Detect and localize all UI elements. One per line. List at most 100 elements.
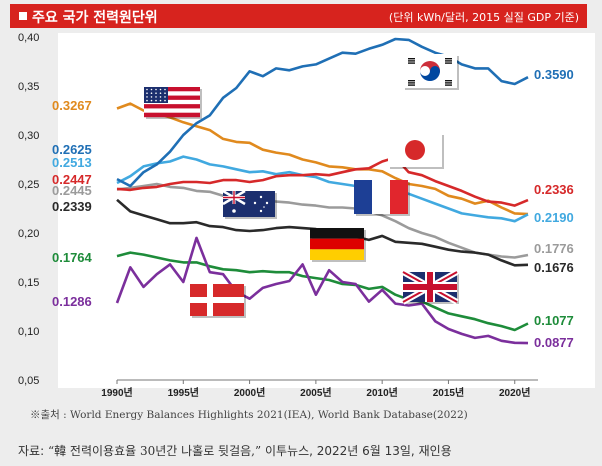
start-label-japan: 0.2447: [52, 172, 92, 187]
y-tick-label: 0,25: [18, 179, 39, 191]
x-tick-label: 2015년: [433, 386, 464, 399]
flag-star: [159, 88, 162, 91]
footer-prefix: 자료:: [18, 444, 48, 458]
end-label-uk: 0.1077: [534, 313, 574, 328]
flag-sun: [405, 140, 425, 160]
end-label-denmark: 0.0877: [534, 335, 574, 350]
denmark-flag-icon: [190, 284, 246, 318]
flag-star: [164, 99, 166, 102]
series-line-australia: [116, 182, 529, 259]
footer-rest: 이투뉴스, 2022년 6월 13일, 재인용: [261, 444, 452, 458]
start-label-usa: 0.3267: [52, 98, 92, 113]
y-tick-label: 0,05: [18, 375, 39, 387]
flag-stripe: [144, 87, 200, 92]
flag-cross-red: [403, 284, 457, 290]
flag-stripe: [144, 95, 200, 101]
start-label-korea: 0.2625: [52, 142, 92, 157]
end-label-korea: 0.3590: [534, 67, 574, 82]
flag-star: [259, 195, 263, 199]
flag-stripe: [144, 108, 200, 113]
flag-star: [164, 88, 166, 91]
y-tick-label: 0,35: [18, 81, 39, 93]
flag-star: [159, 96, 162, 98]
france-flag-icon: [354, 180, 410, 216]
plot-background: [58, 33, 595, 388]
y-tick-label: 0,30: [18, 130, 39, 142]
flag-star: [159, 92, 162, 94]
series-line-uk: [116, 251, 529, 332]
flag-band: [310, 228, 364, 239]
header-square-icon: [19, 12, 27, 20]
flag-stripe: [144, 91, 200, 96]
flag-trigram: [445, 82, 452, 84]
series-line-usa: [116, 102, 529, 216]
flag-star: [155, 96, 157, 98]
australia-flag-icon: [222, 189, 277, 219]
series-line-korea: [116, 37, 529, 188]
flag-star: [146, 99, 148, 102]
flag-star: [263, 206, 265, 208]
y-tick-label: 0,10: [18, 326, 39, 338]
flag-star: [164, 96, 166, 98]
chart-title: 주요 국가 전력원단위: [32, 10, 158, 26]
end-label-germany: 0.1676: [534, 260, 574, 275]
series-line-france: [116, 155, 529, 223]
flag-star: [150, 96, 153, 98]
flag-star: [146, 96, 148, 98]
start-label-france: 0.2513: [52, 155, 92, 170]
flag-trigram: [408, 62, 415, 64]
flag-trigram: [408, 58, 415, 60]
flag-trigram: [445, 62, 452, 64]
flag-band: [354, 180, 372, 214]
flag-star: [164, 92, 166, 94]
source-note: ※출처 : World Energy Balances Highlights 2…: [30, 409, 468, 421]
flag-band: [310, 238, 364, 250]
germany-flag-icon: [310, 228, 366, 262]
chart-header: 주요 국가 전력원단위 (단위 kWh/달러, 2015 실질 GDP 기준): [10, 4, 587, 28]
end-label-australia: 0.1776: [534, 241, 574, 256]
flag-canton: [144, 87, 168, 103]
series-line-denmark: [115, 236, 529, 345]
x-tick-label: 2005년: [300, 386, 331, 399]
flag-trigram: [408, 60, 415, 62]
series-line-japan: [116, 156, 529, 207]
start-label-uk: 0.1764: [52, 250, 93, 265]
flag-taeguk-blue: [420, 66, 440, 81]
start-label-australia: 0.2445: [52, 183, 92, 198]
x-tick-label: 2010년: [366, 386, 397, 399]
flag-star: [146, 88, 148, 91]
japan-flag-icon: [388, 133, 444, 169]
uk-flag-icon: [401, 269, 459, 305]
footer-citation: 자료: “韓 전력이용효율 30년간 나홀로 뒷걸음,” 이투뉴스, 2022년…: [18, 442, 452, 459]
flag-trigram: [408, 82, 415, 84]
flag-trigram: [445, 80, 452, 82]
flag-star: [253, 201, 257, 205]
flag-band: [310, 249, 364, 260]
flag-band: [390, 180, 408, 214]
flag-band: [372, 180, 390, 214]
x-tick-label: 1990년: [101, 386, 132, 399]
end-label-france: 0.2190: [534, 210, 574, 225]
flag-cross: [190, 297, 244, 303]
x-tick-label: 2020년: [499, 386, 530, 399]
flag-trigram: [445, 84, 452, 86]
flag-stripe: [144, 112, 200, 118]
flag-star: [155, 88, 157, 91]
flag-stripe: [144, 99, 200, 105]
flag-star: [155, 92, 157, 94]
flag-star: [232, 209, 236, 213]
start-label-germany: 0.2339: [52, 199, 92, 214]
flag-star: [265, 201, 269, 205]
usa-flag-icon: [144, 87, 202, 119]
end-label-japan: 0.2336: [534, 182, 574, 197]
footer-article: “韓 전력이용효율 30년간 나홀로 뒷걸음,”: [47, 444, 262, 458]
y-tick-label: 0,20: [18, 228, 39, 240]
flag-star: [150, 88, 153, 91]
flag-star: [150, 99, 153, 102]
unit-label: (단위 kWh/달러, 2015 실질 GDP 기준): [388, 11, 579, 24]
flag-stripe: [144, 104, 200, 109]
korea-flag-icon: [403, 54, 459, 90]
flag-star: [150, 92, 153, 94]
x-tick-label: 2000년: [234, 386, 265, 399]
